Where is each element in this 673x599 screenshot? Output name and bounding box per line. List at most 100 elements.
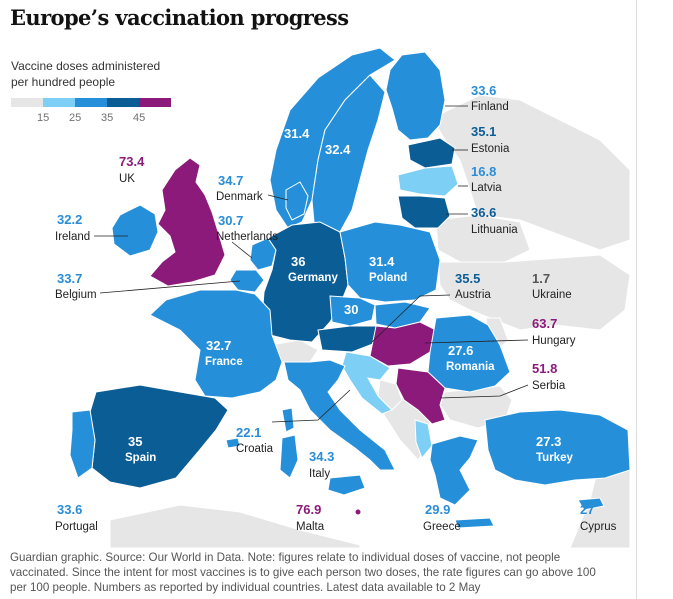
germany-value: 36 bbox=[291, 254, 305, 269]
belgium-name: Belgium bbox=[55, 289, 97, 301]
legend-title: Vaccine doses administered per hundred p… bbox=[11, 58, 191, 90]
ireland-name: Ireland bbox=[55, 231, 90, 243]
footer-line2: vaccinated. Since the intent for most va… bbox=[10, 566, 596, 579]
country-lithuania bbox=[397, 195, 451, 229]
footer-line3: per 100 people. Numbers as reported by i… bbox=[10, 581, 481, 594]
belgium-value: 33.7 bbox=[57, 271, 82, 286]
ukraine-value: 1.7 bbox=[532, 271, 550, 286]
cyprus-value: 27 bbox=[580, 502, 594, 517]
country-finland bbox=[385, 51, 446, 141]
denmark-name: Denmark bbox=[216, 191, 263, 203]
country-corsica bbox=[281, 407, 295, 433]
country-denmark bbox=[285, 181, 309, 221]
france-value: 32.7 bbox=[206, 338, 231, 353]
greece-value: 29.9 bbox=[425, 502, 450, 517]
leader-netherlands bbox=[231, 241, 253, 259]
country-sicily bbox=[327, 474, 366, 496]
latvia-value: 16.8 bbox=[471, 164, 496, 179]
country-portugal bbox=[69, 409, 96, 479]
leader-denmark bbox=[267, 194, 289, 201]
ukraine-name: Ukraine bbox=[532, 289, 572, 301]
finland-value: 33.6 bbox=[471, 83, 496, 98]
malta-value: 76.9 bbox=[296, 502, 321, 517]
sweden-value: 32.4 bbox=[325, 142, 351, 157]
country-france bbox=[149, 289, 283, 399]
country-hungary bbox=[369, 321, 437, 367]
country-greece bbox=[429, 435, 479, 506]
legend-title-line1: Vaccine doses administered bbox=[11, 59, 161, 73]
footer-line1: Guardian graphic. Source: Our World in D… bbox=[10, 551, 561, 564]
right-divider bbox=[636, 0, 637, 599]
austria-name: Austria bbox=[455, 289, 491, 301]
poland-name: Poland bbox=[369, 272, 407, 284]
italy-value: 34.3 bbox=[309, 449, 334, 464]
country-sardinia bbox=[279, 434, 299, 479]
legend-title-line2: per hundred people bbox=[11, 75, 116, 89]
croatia-value: 22.1 bbox=[236, 425, 261, 440]
lithuania-value: 36.6 bbox=[471, 205, 496, 220]
country-italy bbox=[283, 359, 396, 471]
portugal-value: 33.6 bbox=[57, 502, 82, 517]
legend-tick-45: 45 bbox=[133, 112, 146, 124]
estonia-value: 35.1 bbox=[471, 124, 496, 139]
spain-name: Spain bbox=[125, 452, 156, 464]
chart-title: Europe’s vaccination progress bbox=[10, 5, 349, 30]
country-poland bbox=[339, 221, 441, 303]
legend-tick-35: 35 bbox=[101, 112, 114, 124]
norway-value: 31.4 bbox=[284, 126, 310, 141]
hungary-value: 63.7 bbox=[532, 316, 557, 331]
czechia-value: 30 bbox=[344, 302, 358, 317]
country-serbia bbox=[395, 367, 446, 425]
spain-value: 35 bbox=[128, 434, 142, 449]
latvia-name: Latvia bbox=[471, 182, 502, 194]
legend-tick-25: 25 bbox=[69, 112, 82, 124]
country-austria bbox=[317, 325, 379, 353]
denmark-value: 34.7 bbox=[218, 173, 243, 188]
germany-name: Germany bbox=[288, 272, 338, 284]
country-ireland bbox=[111, 204, 159, 257]
ireland-value: 32.2 bbox=[57, 212, 82, 227]
legend-color-scale bbox=[11, 98, 171, 107]
legend-swatch-3 bbox=[107, 98, 139, 107]
country-russia-west bbox=[431, 94, 631, 251]
footer-note: Guardian graphic. Source: Our World in D… bbox=[10, 550, 630, 595]
leader-belgium bbox=[99, 280, 241, 294]
portugal-name: Portugal bbox=[55, 521, 98, 533]
cyprus-name: Cyprus bbox=[580, 521, 617, 533]
uk-value: 73.4 bbox=[119, 154, 145, 169]
poland-value: 31.4 bbox=[369, 254, 395, 269]
leader-serbia bbox=[439, 384, 529, 399]
country-belarus bbox=[435, 214, 531, 263]
lithuania-name: Lithuania bbox=[471, 224, 518, 236]
country-latvia bbox=[397, 165, 459, 197]
legend-swatch-0 bbox=[11, 98, 43, 107]
hungary-name: Hungary bbox=[532, 335, 576, 347]
turkey-value: 27.3 bbox=[536, 434, 561, 449]
romania-name: Romania bbox=[446, 361, 495, 373]
leader-hungary bbox=[424, 339, 529, 344]
country-romania bbox=[427, 314, 511, 393]
country-estonia bbox=[407, 137, 456, 169]
legend-swatch-1 bbox=[43, 98, 75, 107]
austria-value: 35.5 bbox=[455, 271, 480, 286]
country-malta bbox=[354, 508, 362, 516]
netherlands-name: Netherlands bbox=[216, 231, 278, 243]
serbia-value: 51.8 bbox=[532, 361, 557, 376]
country-czechia bbox=[329, 295, 376, 327]
netherlands-value: 30.7 bbox=[218, 213, 243, 228]
country-bosnia bbox=[377, 379, 403, 411]
croatia-name: Croatia bbox=[236, 443, 274, 455]
uk-name: UK bbox=[119, 173, 135, 185]
country-cyprus bbox=[577, 497, 605, 511]
estonia-name: Estonia bbox=[471, 143, 510, 155]
country-belgium bbox=[229, 269, 265, 293]
legend-tick-15: 15 bbox=[37, 112, 50, 124]
leader-croatia bbox=[271, 389, 351, 423]
romania-value: 27.6 bbox=[448, 343, 473, 358]
country-balearics bbox=[225, 437, 241, 449]
greece-name: Greece bbox=[423, 521, 461, 533]
country-turkey bbox=[484, 409, 631, 486]
serbia-name: Serbia bbox=[532, 380, 566, 392]
legend-swatch-2 bbox=[75, 98, 107, 107]
